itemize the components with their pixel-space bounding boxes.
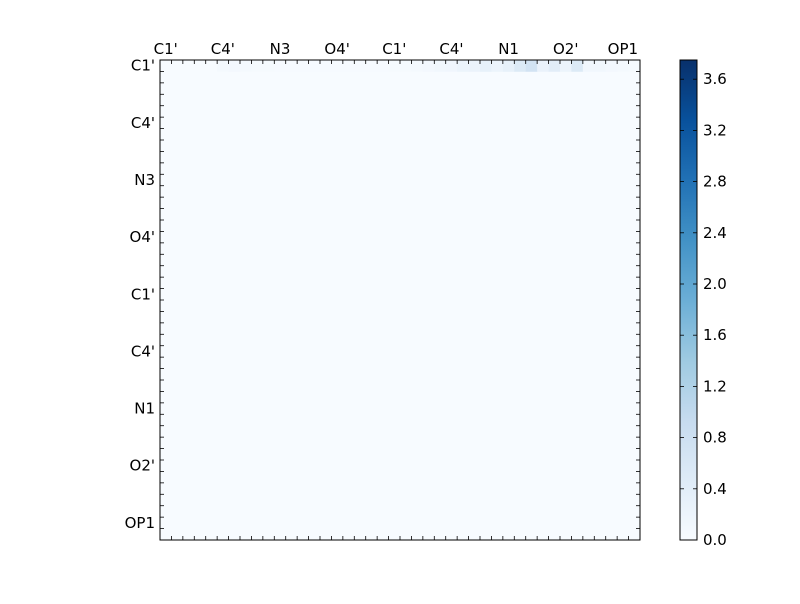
heatmap-cell [400,60,412,72]
y-tick-label: OP1 [125,514,155,532]
heatmap-cell [628,60,641,72]
heatmap-cell [274,60,287,72]
colorbar-tick-label: 1.6 [703,326,727,344]
heatmap-cell [354,60,367,72]
axis-ticks [160,60,640,540]
x-tick-label: C4' [439,40,463,58]
heatmap-cell [285,60,298,72]
y-tick-label: O2' [130,457,155,475]
heatmap-cell [514,60,527,72]
x-tick-label: C4' [211,40,235,58]
heatmap-cell [411,60,424,72]
colorbar-tick-label: 3.6 [703,70,727,88]
x-tick-labels: C1' C4' N3 O4' C1' C4' N1 O2' OP1 [154,40,638,58]
x-tick-label: OP1 [608,40,638,58]
heatmap-cell [297,60,309,72]
heatmap-cell [377,60,389,72]
heatmap-cell [217,60,229,72]
heatmap-cell [502,60,515,72]
heatmap-cell [228,60,241,72]
heatmap-cell [320,60,332,72]
heatmap-cell [240,60,252,72]
heatmap-cell [480,60,492,72]
heatmap-cell [308,60,321,72]
y-tick-label: O4' [130,228,155,246]
y-tick-label: C4' [131,342,155,360]
colorbar-tick-label: 0.4 [703,480,727,498]
x-tick-label: C1' [154,40,178,58]
colorbar-tick-label: 0.8 [703,429,727,447]
x-tick-label: O2' [553,40,578,58]
colorbar [680,60,697,540]
colorbar-tick-label: 1.2 [703,377,727,395]
heatmap-cell [342,60,355,72]
heatmap-cell [525,60,538,72]
heatmap-cell [468,60,481,72]
y-tick-label: C1' [131,285,155,303]
colorbar-tick-label: 3.2 [703,121,727,139]
colorbar-tick-label: 2.0 [703,275,727,293]
heatmap-background [160,60,640,540]
heatmap-cell [537,60,549,72]
heatmap-cell [251,60,264,72]
heatmap-cell [617,60,629,72]
heatmap-cell [605,60,618,72]
colorbar-tick-label: 0.0 [703,531,727,549]
x-tick-label: C1' [382,40,406,58]
y-tick-label: N1 [134,400,155,418]
heatmap-cell [262,60,275,72]
heatmap-cell [560,60,572,72]
heatmap-cell [365,60,378,72]
x-tick-label: N3 [270,40,291,58]
heatmap-cell [331,60,344,72]
colorbar-tick-label: 2.4 [703,224,727,242]
heatmap-cell [582,60,595,72]
heatmap-cell [594,60,607,72]
heatmap-cells [160,60,641,540]
y-tick-label: N3 [134,171,155,189]
heatmap-cell [388,60,401,72]
heatmap-cell [548,60,561,72]
y-tick-label: C4' [131,114,155,132]
colorbar-ticks: 0.0 0.4 0.8 1.2 1.6 2.0 2.4 2.8 3.2 3.6 [680,70,727,549]
heatmap-cell [457,60,469,72]
colorbar-tick-label: 2.8 [703,173,727,191]
y-tick-label: C1' [131,57,155,75]
heatmap-cell [422,60,435,72]
heatmap-cell [491,60,504,72]
heatmap-cell [434,60,447,72]
x-tick-label: O4' [324,40,349,58]
heatmap-cell [445,60,458,72]
heatmap-cell [571,60,584,72]
y-tick-labels: C1' C4' N3 O4' C1' C4' N1 O2' OP1 [125,57,155,532]
colorbar-frame [679,59,698,541]
x-tick-label: N1 [498,40,519,58]
